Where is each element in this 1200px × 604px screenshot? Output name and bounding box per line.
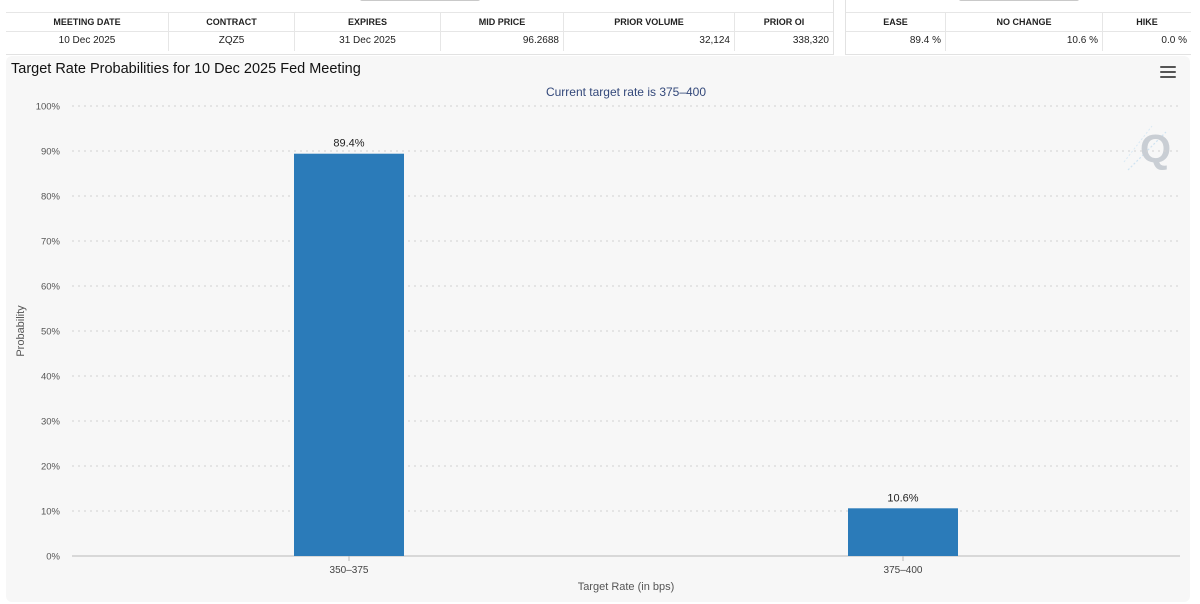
cell-expires: 31 Dec 2025 <box>295 31 441 51</box>
y-tick-label: 90% <box>41 147 61 158</box>
cell-contract: ZQZ5 <box>169 31 295 51</box>
col-prior-volume: PRIOR VOLUME <box>564 13 735 31</box>
table-caption-cropped <box>846 0 1191 2</box>
chart-subtitle: Current target rate is 375–400 <box>546 85 706 99</box>
table-header-row: EASE NO CHANGE HIKE <box>846 12 1191 32</box>
cell-no-change: 10.6 % <box>946 31 1103 51</box>
y-tick-label: 30% <box>41 417 61 428</box>
cell-prior-oi: 338,320 <box>792 35 829 46</box>
hamburger-menu-icon[interactable] <box>1160 66 1176 80</box>
cell-meeting-date: 10 Dec 2025 <box>6 31 169 51</box>
y-tick-label: 40% <box>41 372 61 383</box>
y-tick-label: 20% <box>41 462 61 473</box>
col-prior-oi: PRIOR OI <box>763 17 805 27</box>
y-tick-label: 60% <box>41 282 61 293</box>
x-tick-label: 350–375 <box>330 565 369 576</box>
col-meeting-date: MEETING DATE <box>6 13 169 31</box>
meeting-information-table: MEETING DATE CONTRACT EXPIRES MID PRICE … <box>6 0 834 55</box>
cell-prior-volume: 32,124 <box>564 31 735 51</box>
bar <box>294 153 404 556</box>
data-label: 10.6% <box>887 492 918 504</box>
col-no-change: NO CHANGE <box>946 13 1103 31</box>
table-caption-cropped <box>6 0 833 2</box>
y-axis-title: Probability <box>15 305 27 357</box>
y-tick-label: 70% <box>41 237 61 248</box>
y-tick-label: 100% <box>36 102 61 113</box>
col-contract: CONTRACT <box>169 13 295 31</box>
probabilities-table: EASE NO CHANGE HIKE 89.4 % 10.6 % 0.0 % <box>845 0 1191 55</box>
col-mid-price: MID PRICE <box>441 13 564 31</box>
table-row: 89.4 % 10.6 % 0.0 % <box>846 31 1191 51</box>
col-hike: HIKE <box>1136 17 1158 27</box>
col-expires: EXPIRES <box>295 13 441 31</box>
cell-mid-price: 96.2688 <box>441 31 564 51</box>
table-header-row: MEETING DATE CONTRACT EXPIRES MID PRICE … <box>6 12 833 32</box>
chart-title: Target Rate Probabilities for 10 Dec 202… <box>11 61 361 77</box>
y-tick-label: 50% <box>41 327 61 338</box>
chart-panel <box>6 56 1190 602</box>
cell-ease: 89.4 % <box>846 31 946 51</box>
y-tick-label: 10% <box>41 507 61 518</box>
x-axis-title: Target Rate (in bps) <box>578 581 675 593</box>
q-watermark-icon: Q <box>1123 125 1171 171</box>
table-row: 10 Dec 2025 ZQZ5 31 Dec 2025 96.2688 32,… <box>6 31 833 51</box>
bar <box>848 508 958 556</box>
col-ease: EASE <box>846 13 946 31</box>
data-label: 89.4% <box>333 138 364 150</box>
y-tick-label: 0% <box>46 552 60 563</box>
x-tick-label: 375–400 <box>884 565 923 576</box>
y-tick-label: 80% <box>41 192 61 203</box>
cell-hike: 0.0 % <box>1161 35 1187 46</box>
svg-text:Q: Q <box>1140 127 1171 171</box>
